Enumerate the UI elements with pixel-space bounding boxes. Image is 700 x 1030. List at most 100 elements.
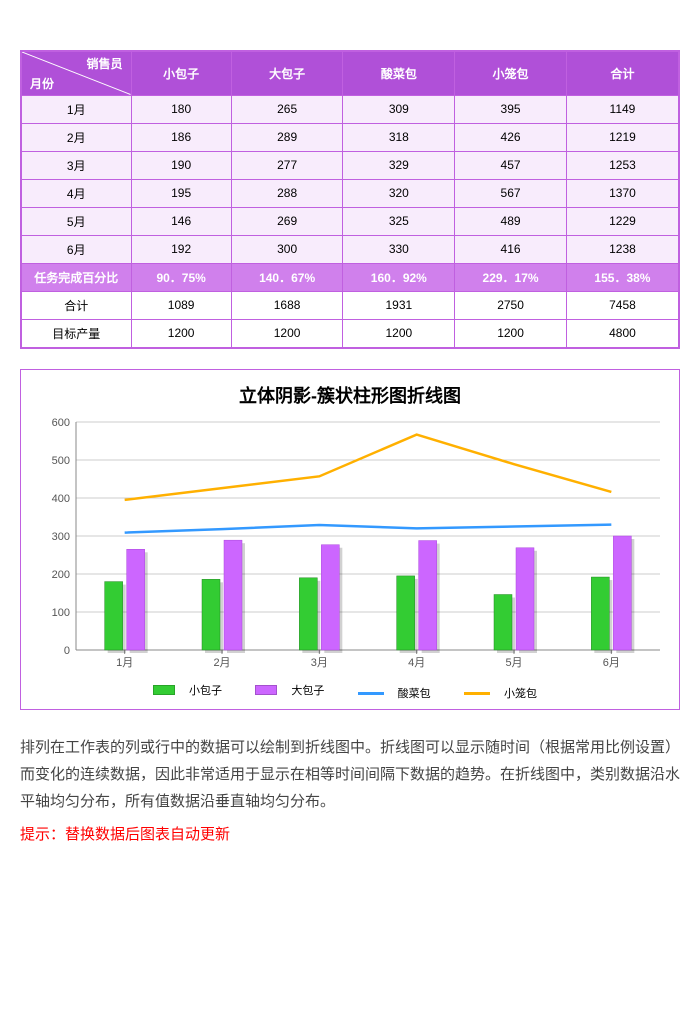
col-header: 小包子 <box>131 51 231 95</box>
table-cell: 1200 <box>231 319 343 348</box>
table-cell: 160．92% <box>343 263 455 291</box>
table-cell: 186 <box>131 123 231 151</box>
table-cell: 277 <box>231 151 343 179</box>
table-cell: 1200 <box>455 319 567 348</box>
table-cell: 318 <box>343 123 455 151</box>
table-cell: 567 <box>455 179 567 207</box>
corner-top-label: 销售员 <box>86 55 122 72</box>
table-cell: 1089 <box>131 291 231 319</box>
svg-text:6月: 6月 <box>603 657 620 669</box>
col-header: 大包子 <box>231 51 343 95</box>
svg-text:200: 200 <box>52 569 70 581</box>
svg-text:2月: 2月 <box>213 657 230 669</box>
table-cell: 300 <box>231 235 343 263</box>
table-row: 3月1902773294571253 <box>21 151 679 179</box>
table-row: 2月1862893184261219 <box>21 123 679 151</box>
svg-text:1月: 1月 <box>116 657 133 669</box>
col-header: 酸菜包 <box>343 51 455 95</box>
table-cell: 195 <box>131 179 231 207</box>
svg-text:500: 500 <box>52 455 70 467</box>
table-cell: 309 <box>343 95 455 123</box>
table-cell: 265 <box>231 95 343 123</box>
svg-text:5月: 5月 <box>505 657 522 669</box>
hint-text: 提示：替换数据后图表自动更新 <box>20 823 680 844</box>
table-cell: 192 <box>131 235 231 263</box>
table-cell: 416 <box>455 235 567 263</box>
table-cell: 2750 <box>455 291 567 319</box>
svg-text:0: 0 <box>64 645 70 657</box>
chart-plot: 0 100 200 300 400 500 600 1月 2月 3月 4月 5月 6月 <box>30 416 670 676</box>
table-cell: 288 <box>231 179 343 207</box>
table-cell: 1238 <box>566 235 679 263</box>
row-label: 任务完成百分比 <box>21 263 131 291</box>
row-label: 1月 <box>21 95 131 123</box>
table-cell: 1688 <box>231 291 343 319</box>
table-cell: 1200 <box>131 319 231 348</box>
table-header-row: 销售员 月份 小包子 大包子 酸菜包 小笼包 合计 <box>21 51 679 95</box>
table-row: 目标产量12001200120012004800 <box>21 319 679 348</box>
table-cell: 329 <box>343 151 455 179</box>
sales-table: 销售员 月份 小包子 大包子 酸菜包 小笼包 合计 1月180265309395… <box>20 50 680 349</box>
table-cell: 7458 <box>566 291 679 319</box>
chart-legend: 小包子 大包子 酸菜包 小笼包 <box>29 682 671 702</box>
table-cell: 155．38% <box>566 263 679 291</box>
svg-text:100: 100 <box>52 607 70 619</box>
table-cell: 1149 <box>566 95 679 123</box>
table-cell: 489 <box>455 207 567 235</box>
table-cell: 395 <box>455 95 567 123</box>
table-cell: 269 <box>231 207 343 235</box>
table-cell: 146 <box>131 207 231 235</box>
row-label: 2月 <box>21 123 131 151</box>
row-label: 4月 <box>21 179 131 207</box>
row-label: 目标产量 <box>21 319 131 348</box>
table-cell: 140．67% <box>231 263 343 291</box>
legend-label: 小包子 <box>189 682 222 698</box>
row-label: 3月 <box>21 151 131 179</box>
table-cell: 426 <box>455 123 567 151</box>
corner-header: 销售员 月份 <box>21 51 131 95</box>
table-cell: 180 <box>131 95 231 123</box>
table-cell: 1253 <box>566 151 679 179</box>
table-row: 合计10891688193127507458 <box>21 291 679 319</box>
chart-title: 立体阴影-簇状柱形图折线图 <box>29 382 671 408</box>
table-row: 1月1802653093951149 <box>21 95 679 123</box>
table-row: 任务完成百分比90．75%140．67%160．92%229．17%155．38… <box>21 263 679 291</box>
table-cell: 457 <box>455 151 567 179</box>
table-row: 6月1923003304161238 <box>21 235 679 263</box>
col-header: 小笼包 <box>455 51 567 95</box>
table-cell: 1200 <box>343 319 455 348</box>
table-cell: 325 <box>343 207 455 235</box>
legend-label: 酸菜包 <box>398 685 431 701</box>
svg-text:400: 400 <box>52 493 70 505</box>
legend-item: 小笼包 <box>464 685 547 701</box>
table-row: 4月1952883205671370 <box>21 179 679 207</box>
legend-item: 小包子 <box>153 682 232 698</box>
legend-label: 大包子 <box>291 682 324 698</box>
table-cell: 1370 <box>566 179 679 207</box>
table-cell: 190 <box>131 151 231 179</box>
svg-text:3月: 3月 <box>311 657 328 669</box>
col-header: 合计 <box>566 51 679 95</box>
chart-container: 立体阴影-簇状柱形图折线图 0 100 200 300 400 500 600 1月 2月 3月 4… <box>20 369 680 711</box>
legend-item: 大包子 <box>255 682 334 698</box>
table-cell: 289 <box>231 123 343 151</box>
legend-item: 酸菜包 <box>358 685 441 701</box>
svg-text:4月: 4月 <box>408 657 425 669</box>
table-cell: 229．17% <box>455 263 567 291</box>
table-cell: 1229 <box>566 207 679 235</box>
table-cell: 330 <box>343 235 455 263</box>
table-cell: 1931 <box>343 291 455 319</box>
row-label: 6月 <box>21 235 131 263</box>
description-text: 排列在工作表的列或行中的数据可以绘制到折线图中。折线图可以显示随时间（根据常用比… <box>20 734 680 815</box>
table-row: 5月1462693254891229 <box>21 207 679 235</box>
svg-text:300: 300 <box>52 531 70 543</box>
table-cell: 90．75% <box>131 263 231 291</box>
svg-text:600: 600 <box>52 417 70 429</box>
table-cell: 4800 <box>566 319 679 348</box>
table-cell: 1219 <box>566 123 679 151</box>
row-label: 合计 <box>21 291 131 319</box>
table-cell: 320 <box>343 179 455 207</box>
legend-label: 小笼包 <box>504 685 537 701</box>
corner-bottom-label: 月份 <box>30 75 54 92</box>
row-label: 5月 <box>21 207 131 235</box>
